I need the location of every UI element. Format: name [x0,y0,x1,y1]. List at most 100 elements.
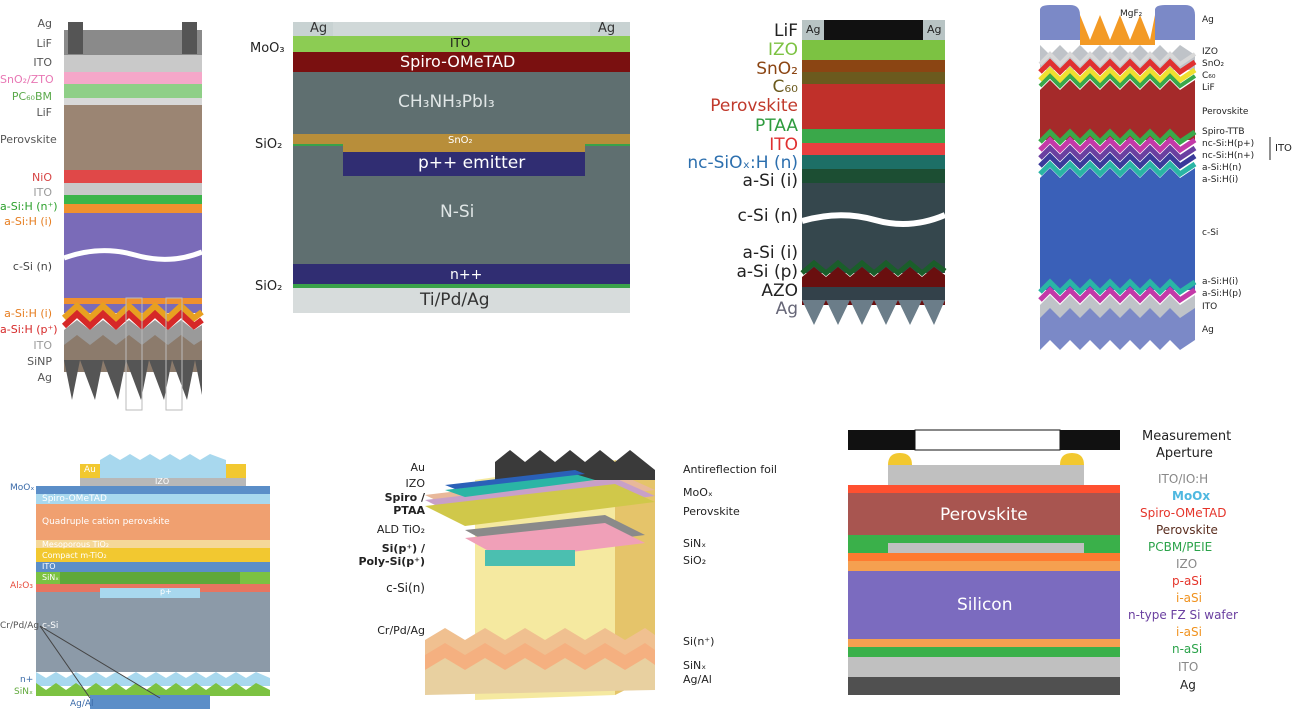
p5-label-meso: Mesoporous TiO₂ [42,540,110,549]
p6-label-sio2: SiO₂ [683,554,707,567]
p3-label-asi-i: a-Si (i) [742,171,798,191]
panel-5-tandem-diagram: Au IZO MoOₓ Spiro-OMeTAD Quadruple catio… [0,438,270,709]
p5-label-sinx2: SiNₓ [14,687,33,697]
p6-label-antireflection: Antireflection foil [683,463,777,476]
p4-label-ito: ITO [1202,302,1218,312]
p1-label-nio: NiO [32,171,52,184]
p2-label-ag-left: Ag [310,21,328,36]
p6-label-sip: Si(p⁺) / [381,542,425,555]
p7-legend-pasi: p-aSi [1172,574,1203,588]
p5-label-csi: c-Si [42,621,59,631]
p7-legend-measurement: Measurement [1142,429,1232,444]
p5-label-pplus: p+ [160,587,172,596]
p6-label-moox: MoOₓ [683,486,713,499]
p6-label-polysi: Poly-Si(p⁺) [358,555,425,568]
p1-label-pcbm: PC₆₀BM [11,90,52,103]
p5-label-ito: ITO [42,562,56,571]
p1-label-asi-i2: a-Si:H (i) [4,307,52,320]
panel-2-stack [293,22,630,313]
p1-label-ito: ITO [33,56,52,69]
p4-label-ncsi-p: nc-Si:H(p+) [1202,139,1255,149]
p1-label-perovskite: Perovskite [0,133,57,146]
p5-label-compact: Compact m-TiO₂ [42,551,107,560]
p3-label-sno2: SnO₂ [756,59,798,79]
p5-label-al2o3: Al₂O₃ [10,581,33,591]
p7-legend-wafer: n-type FZ Si wafer [1128,608,1238,622]
p4-label-izo: IZO [1202,47,1218,57]
p6-label-au: Au [410,461,426,474]
p3-label-ncsiox: nc-SiOₓ:H (n) [687,153,798,173]
p5-label-perovskite: Quadruple cation perovskite [42,517,170,527]
p7-label-silicon-layer: Silicon [957,595,1013,615]
p5-label-moox: MoOₓ [10,483,35,493]
p2-label-npp: n++ [450,267,483,283]
p3-label-ag-right: Ag [927,23,942,36]
p1-label-lif: LiF [36,37,52,50]
p1-label-csi: c-Si (n) [12,260,52,273]
p2-label-ag-right: Ag [598,21,616,36]
p6-label-izo: IZO [405,477,425,490]
p5-label-spiro: Spiro-OMeTAD [42,494,107,504]
p5-label-au: Au [84,465,96,475]
p3-label-lif: LiF [774,21,798,41]
panel-4-tandem-diagram: MgF₂ Ag IZO SnO₂ C₆₀ LiF Perovskite Spir… [1030,0,1292,360]
p7-legend-ag: Ag [1180,678,1196,692]
panel-3-tandem-diagram: Ag Ag LiF IZO SnO₂ C₆₀ Perovskite PTAA I… [650,15,960,335]
p2-label-emitter: p++ emitter [418,153,526,173]
p4-label-ncsi-n: nc-Si:H(n+) [1202,151,1255,161]
p4-label-asi-i2: a-Si:H(i) [1202,277,1239,287]
p7-legend-iasi2: i-aSi [1176,625,1202,639]
p2-label-ito: ITO [450,36,471,50]
panel-3-stack [800,20,947,325]
p4-label-sno2: SnO₂ [1202,59,1225,69]
p1-label-sinp: SiNP [27,355,52,368]
p1-label-asi-n: a-Si:H (n⁺) [0,200,58,213]
p3-label-ag-left: Ag [806,23,821,36]
p7-legend-ito: ITO [1178,660,1199,674]
p4-label-perovskite: Perovskite [1202,107,1249,117]
p2-label-sio2-bottom: SiO₂ [255,279,283,294]
p7-legend-izo: IZO [1176,557,1198,571]
p3-label-c60: C₆₀ [772,77,799,97]
p1-label-ito3: ITO [33,339,52,352]
p6-label-spiro: Spiro / [384,491,425,504]
p4-label-csi: c-Si [1202,228,1219,238]
p2-label-sio2-top: SiO₂ [255,137,283,152]
p3-label-ag: Ag [775,299,798,319]
p5-label-agal: Ag/Al [70,699,94,709]
p6-label-ald-tio2: ALD TiO₂ [376,523,425,536]
p7-legend-perovskite: Perovskite [1156,523,1218,537]
p1-label-sno2: SnO₂/ZTO [0,73,54,86]
p7-legend-moox: MoOx [1172,489,1211,503]
p1-label-ag-top: Ag [37,17,52,30]
p2-label-sno2: SnO₂ [448,135,473,146]
p4-label-lif: LiF [1202,83,1215,93]
p1-label-ito2: ITO [33,186,52,199]
p3-label-asi-i2: a-Si (i) [742,243,798,263]
p7-label-perovskite-layer: Perovskite [940,505,1028,525]
p2-label-perovskite: CH₃NH₃PbI₃ [398,92,495,112]
p1-label-lif2: LiF [36,106,52,119]
p1-label-ag-bottom: Ag [37,371,52,384]
p5-label-crpdag: Cr/Pd/Ag [0,621,40,631]
panel-7-stack [848,429,1120,695]
p1-label-asi-i: a-Si:H (i) [4,215,52,228]
p7-legend-iasi: i-aSi [1176,591,1202,605]
p3-label-izo: IZO [767,40,798,60]
p2-label-contact: Ti/Pd/Ag [420,290,490,310]
p2-label-spiro: Spiro-OMeTAD [400,52,516,71]
p2-label-nsi: N-Si [440,202,475,222]
p4-label-ito-bracket: ITO [1275,143,1292,154]
p4-label-spiro-ttb: Spiro-TTB [1202,127,1245,137]
panel-4-stack [1038,5,1271,350]
p4-label-mgf2: MgF₂ [1120,9,1143,19]
p3-label-ptaa: PTAA [754,116,798,136]
p7-legend-nasi: n-aSi [1172,642,1203,656]
p7-legend-aperture: Aperture [1156,446,1213,461]
p3-label-csi: c-Si (n) [737,206,798,226]
p6-label-sin-plus: Si(n⁺) [683,635,715,648]
p3-label-asi-p: a-Si (p) [736,262,798,282]
p6-label-crpdag: Cr/Pd/Ag [377,624,425,637]
panel-2-tandem-diagram: Ag Ag ITO Spiro-OMeTAD CH₃NH₃PbI₃ SnO₂ p… [240,18,640,318]
p6-label-agal: Ag/Al [683,673,712,686]
